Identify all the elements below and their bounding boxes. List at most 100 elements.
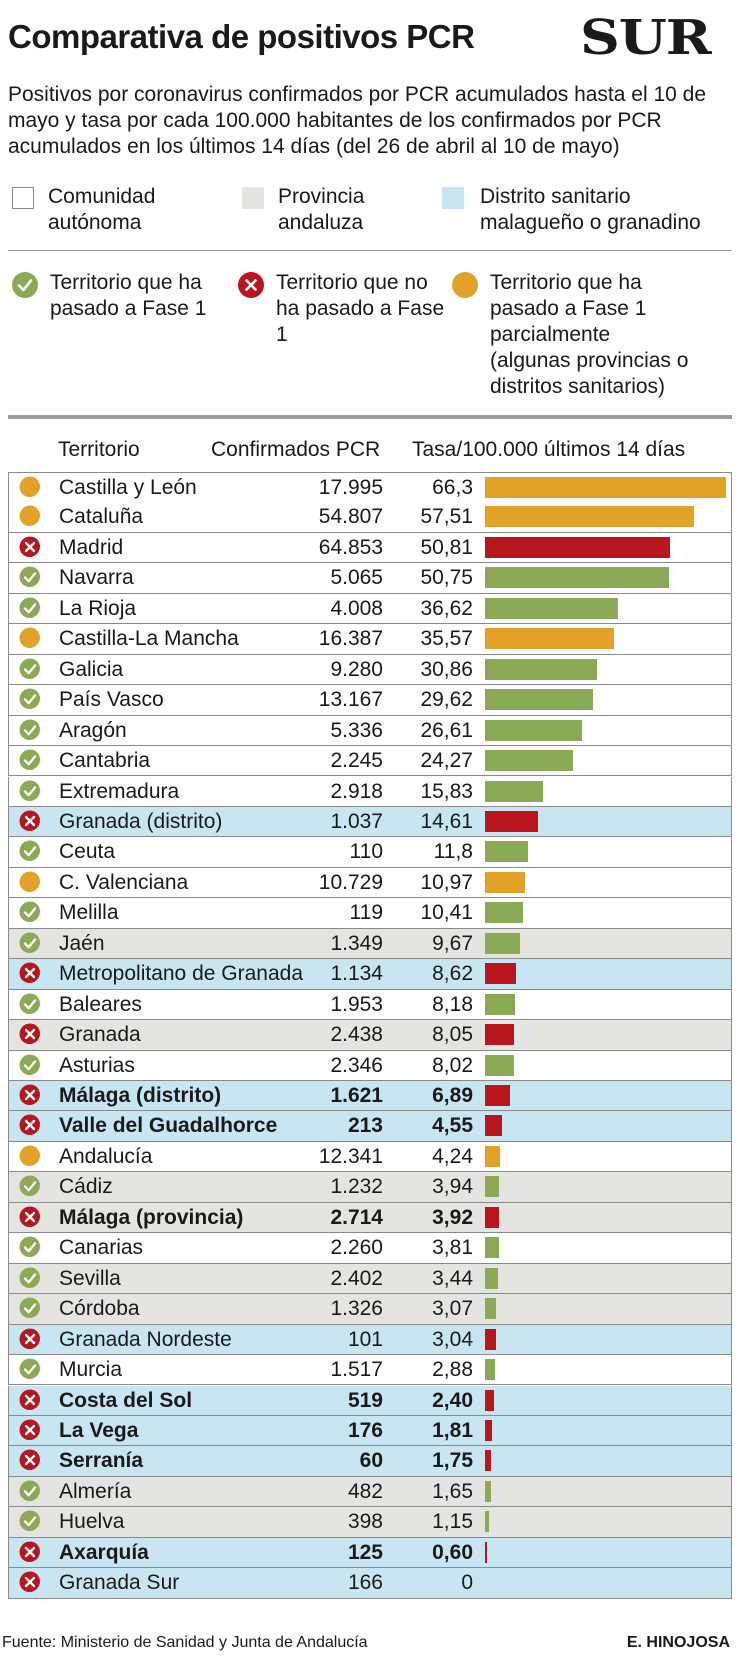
rate-bar [485,1024,515,1046]
rate-bar [485,1328,497,1350]
confirmed-value: 2.402 [330,1266,383,1290]
check-icon [19,1267,40,1288]
table-row: Melilla 119 10,41 [8,898,732,929]
rate-value: 2,40 [432,1388,473,1412]
confirmed-value: 1.953 [330,992,383,1016]
territory-name: Castilla-La Mancha [59,627,239,651]
check-icon [19,993,40,1014]
partial-icon [19,1145,40,1166]
cross-icon [19,1541,40,1562]
rate-bar [485,1480,491,1502]
check-icon [19,901,40,923]
rate-bar [485,1450,492,1472]
table-row: Costa del Sol 519 2,40 [8,1385,732,1416]
territory-name: Cádiz [59,1175,113,1199]
table-row: C. Valenciana 10.729 10,97 [8,867,732,899]
confirmed-value: 398 [347,1510,383,1534]
rate-value: 9,67 [432,931,473,955]
rate-value: 29,62 [420,688,473,712]
confirmed-value: 119 [349,901,383,925]
table-row: Navarra 5.065 50,75 [8,563,732,594]
source-note: Fuente: Ministerio de Sanidad y Junta de… [2,1634,368,1651]
table-row: Granada Nordeste 101 3,04 [8,1324,732,1356]
rate-bar [485,963,517,985]
table-row: Axarquía 125 0,60 [8,1537,732,1569]
territory-name: Canarias [59,1236,144,1260]
confirmed-value: 519 [347,1388,383,1412]
rate-bar [485,1115,502,1137]
table-row: Granada 2.438 8,05 [8,1020,732,1051]
table-row: Granada (distrito) 1.037 14,61 [8,806,732,838]
table-row: Canarias 2.260 3,81 [8,1233,732,1264]
confirmed-value: 1.621 [330,1084,383,1107]
rate-value: 1,15 [432,1510,473,1534]
cross-icon [19,1206,40,1227]
territory-name: Almería [59,1479,132,1503]
confirmed-value: 10.729 [318,870,383,894]
territory-name: Asturias [59,1053,135,1077]
confirmed-value: 54.807 [318,505,383,529]
rate-bar [485,750,574,772]
territory-name: País Vasco [59,688,164,712]
rate-value: 15,83 [420,779,473,803]
column-header-territory: Territorio [58,438,140,461]
rate-value: 8,05 [432,1023,473,1047]
check-icon [19,1054,40,1075]
subtitle: Positivos por coronavirus confirmados po… [8,83,707,158]
table-row: Málaga (provincia) 2.714 3,92 [8,1202,732,1234]
confirmed-value: 13.167 [318,688,383,712]
rate-value: 8,18 [432,992,473,1016]
legend-label: Comunidad autónoma [48,185,156,234]
territory-name: Aragón [59,718,127,742]
legend-label: Distrito sanitario malagueño o granadino [480,185,701,234]
check-icon [19,566,40,588]
rate-value: 8,02 [432,1053,473,1077]
rate-value: 2,88 [432,1358,473,1382]
table-row: La Vega 176 1,81 [8,1415,732,1447]
rate-value: 3,92 [432,1205,473,1229]
confirmed-value: 1.326 [330,1297,383,1321]
rate-bar [485,719,582,741]
table-row: Asturias 2.346 8,02 [8,1050,732,1081]
confirmed-value: 1.349 [330,931,383,955]
divider [8,250,732,251]
divider-thick [8,415,732,419]
territory-name: Málaga (provincia) [59,1205,244,1229]
table-row: Murcia 1.517 2,88 [8,1355,732,1386]
legend-label: Territorio que ha pasado a Fase 1 parcia… [490,271,689,398]
confirmed-value: 64.853 [318,535,383,559]
confirmed-value: 1.517 [330,1358,383,1382]
rate-value: 6,89 [432,1084,473,1107]
rate-bar [485,567,670,589]
rate-bar [485,1054,515,1076]
rate-value: 30,86 [420,657,473,681]
check-icon [19,1297,40,1319]
partial-icon [19,871,40,892]
rate-bar [485,689,593,711]
rate-bar [485,506,695,528]
column-header-rate: Tasa/100.000 últimos 14 días [412,438,686,461]
table-row: Galicia 9.280 30,86 [8,654,732,686]
check-icon [19,1480,40,1501]
rate-value: 50,81 [420,535,473,559]
rate-value: 4,24 [432,1144,473,1168]
rate-value: 10,97 [420,870,473,894]
confirmed-value: 5.336 [330,718,383,742]
table-row: La Rioja 4.008 36,62 [8,593,732,625]
territory-name: Navarra [59,566,134,590]
table-row: Castilla-La Mancha 16.387 35,57 [8,624,732,655]
table-row: Jaén 1.349 9,67 [8,928,732,960]
territory-name: La Rioja [59,596,137,620]
territory-name: Melilla [59,901,119,925]
territory-name: Metropolitano de Granada [59,962,303,986]
rate-bar [485,628,615,650]
cross-icon [19,1419,40,1440]
confirmed-value: 101 [347,1327,383,1351]
rate-value: 0 [461,1571,473,1595]
confirmed-value: 125 [347,1540,383,1564]
table-row: Córdoba 1.326 3,07 [8,1294,732,1325]
table-row: Huelva 398 1,15 [8,1507,732,1538]
page-title: Comparativa de positivos PCR [8,18,475,55]
table-row: Cataluña 54.807 57,51 [8,502,732,533]
cross-icon [19,1023,40,1045]
